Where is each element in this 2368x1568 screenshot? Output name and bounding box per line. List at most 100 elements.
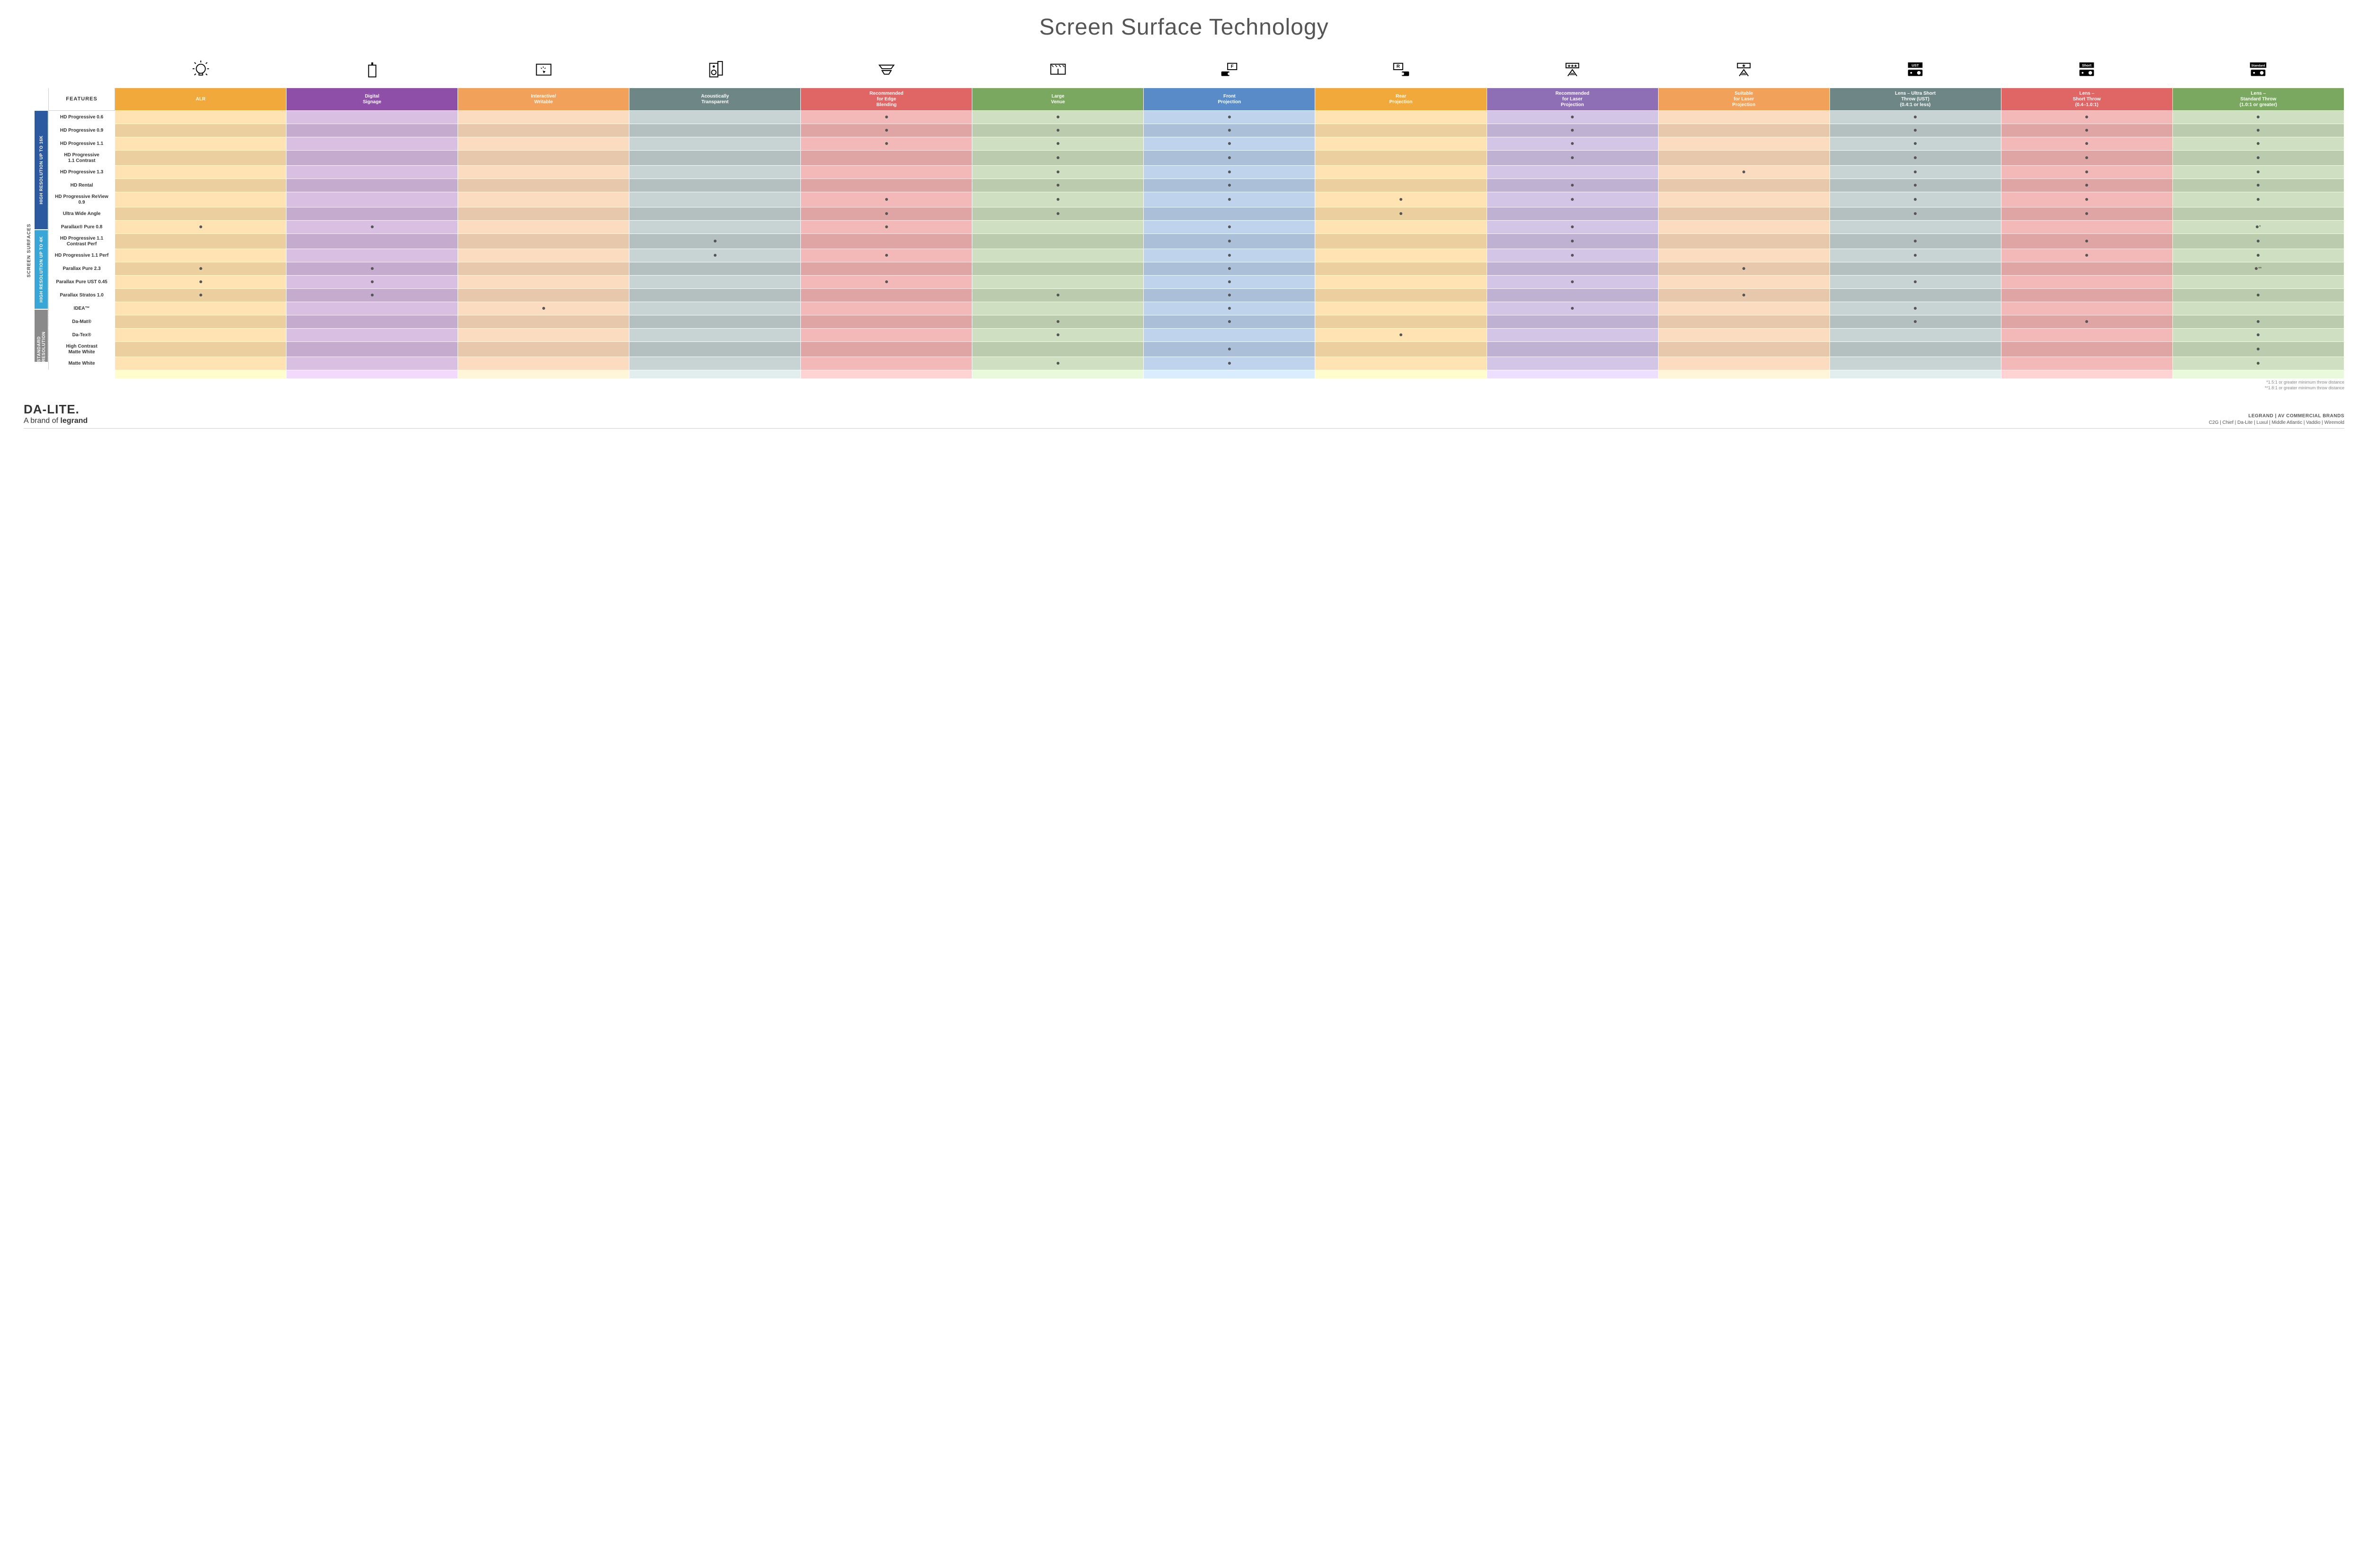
cell <box>287 111 458 124</box>
cell: * <box>2172 221 2344 234</box>
cell <box>2001 166 2172 179</box>
cell <box>287 234 458 249</box>
cell <box>115 207 287 221</box>
cell <box>972 221 1144 234</box>
cell <box>1658 137 1830 151</box>
cell <box>1144 151 1315 166</box>
footnote-2: **1.8:1 or greater minimum throw distanc… <box>48 385 2344 391</box>
cell <box>1144 192 1315 207</box>
cell <box>2172 192 2344 207</box>
row-label: HD Progressive 1.1 <box>49 137 115 151</box>
cell <box>1830 179 2001 192</box>
table-row: HD Progressive 0.6 <box>49 111 2344 124</box>
row-label: Parallax Stratos 1.0 <box>49 289 115 302</box>
row-label: Da-Tex® <box>49 329 115 342</box>
table-row: HD Progressive 0.9 <box>49 124 2344 137</box>
cell <box>801 192 972 207</box>
col-header-std: Lens –Standard Throw(1.0:1 or greater) <box>2172 88 2344 111</box>
cell <box>458 166 629 179</box>
table-row: Parallax Pure UST 0.45 <box>49 276 2344 289</box>
rp-icon <box>1315 55 1487 88</box>
cell <box>1144 315 1315 329</box>
col-header-edge: Recommendedfor EdgeBlending <box>801 88 972 111</box>
row-label: Parallax Pure 2.3 <box>49 262 115 276</box>
cell <box>115 342 287 357</box>
cell <box>287 289 458 302</box>
cell <box>1830 302 2001 315</box>
cell <box>972 207 1144 221</box>
at-icon <box>629 55 801 88</box>
cell <box>287 357 458 370</box>
icon-row <box>49 55 2344 88</box>
table-row: HD Rental <box>49 179 2344 192</box>
cell <box>972 137 1144 151</box>
cell <box>1144 234 1315 249</box>
cell <box>1487 302 1658 315</box>
cell <box>629 124 801 137</box>
cell <box>287 276 458 289</box>
row-label: High ContrastMatte White <box>49 342 115 357</box>
table-row: HD Progressive 1.1 Perf <box>49 249 2344 262</box>
cell <box>458 329 629 342</box>
cell <box>1658 342 1830 357</box>
cell <box>972 249 1144 262</box>
cell <box>2001 315 2172 329</box>
cell <box>1830 234 2001 249</box>
cell <box>1658 289 1830 302</box>
cell <box>458 124 629 137</box>
row-label: HD Progressive 0.6 <box>49 111 115 124</box>
cell <box>1144 249 1315 262</box>
cell <box>1144 342 1315 357</box>
cell <box>115 166 287 179</box>
cell <box>629 342 801 357</box>
cell <box>801 276 972 289</box>
cell <box>972 124 1144 137</box>
cell <box>1830 166 2001 179</box>
table-row: Da-Tex® <box>49 329 2344 342</box>
cell <box>115 329 287 342</box>
cell <box>115 111 287 124</box>
cell <box>801 234 972 249</box>
cell <box>972 276 1144 289</box>
cell <box>287 302 458 315</box>
cell <box>1315 166 1487 179</box>
cell <box>801 249 972 262</box>
cell <box>115 192 287 207</box>
cell <box>801 221 972 234</box>
cell <box>1830 151 2001 166</box>
cell <box>287 192 458 207</box>
cell <box>1144 289 1315 302</box>
row-group: STANDARD RESOLUTION <box>34 309 48 362</box>
cell <box>629 234 801 249</box>
cell <box>629 249 801 262</box>
row-label: HD Progressive 1.3 <box>49 166 115 179</box>
table-body: HD Progressive 0.6HD Progressive 0.9HD P… <box>49 111 2344 379</box>
cell <box>287 221 458 234</box>
side-label: SCREEN SURFACES <box>27 224 32 278</box>
short-icon <box>2001 55 2172 88</box>
row-label: Matte White <box>49 357 115 370</box>
cell <box>287 329 458 342</box>
row-label: Da-Mat® <box>49 315 115 329</box>
cell <box>801 289 972 302</box>
row-label: HD Progressive 1.1 Perf <box>49 249 115 262</box>
cell <box>1830 137 2001 151</box>
cell <box>801 342 972 357</box>
cell <box>1658 276 1830 289</box>
cell <box>458 276 629 289</box>
cell <box>972 151 1144 166</box>
row-label: Parallax Pure UST 0.45 <box>49 276 115 289</box>
cell <box>972 315 1144 329</box>
row-group: HIGH RESOLUTION UP TO 4K <box>34 230 48 309</box>
cell <box>801 329 972 342</box>
cell <box>801 315 972 329</box>
cell <box>2001 329 2172 342</box>
cell <box>2172 137 2344 151</box>
table-row: Matte White <box>49 357 2344 370</box>
cell <box>2001 137 2172 151</box>
cell <box>115 315 287 329</box>
cell <box>972 166 1144 179</box>
cell <box>801 357 972 370</box>
row-label: HD Progressive1.1 Contrast <box>49 151 115 166</box>
cell <box>287 179 458 192</box>
